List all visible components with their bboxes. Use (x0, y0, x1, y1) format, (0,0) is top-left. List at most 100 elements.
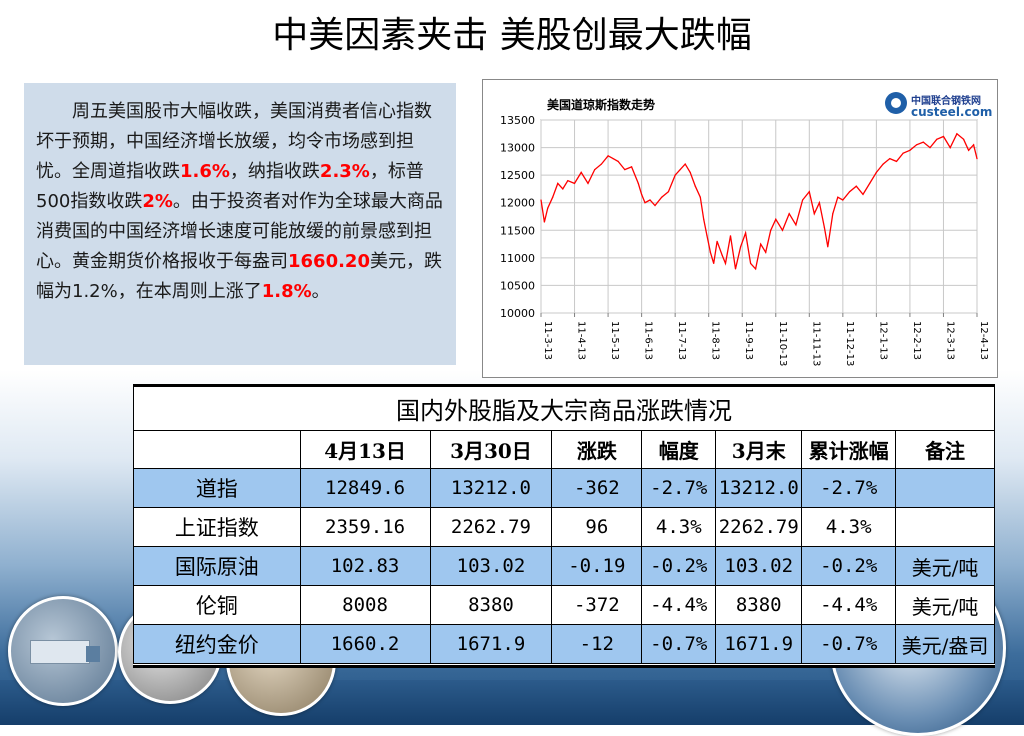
data-point (547, 207, 549, 209)
data-point (721, 254, 723, 256)
table-header-row: 4月13日 3月30日 涨跌 幅度 3月末 累计涨幅 备注 (133, 430, 995, 469)
data-point (706, 235, 708, 237)
table-cell: -372 (551, 585, 643, 625)
sp500-weekly-change: 2% (142, 191, 173, 212)
x-tick-label: 12-4-13 (978, 321, 989, 360)
data-point (679, 169, 681, 171)
x-tick-label: 11-12-13 (844, 321, 855, 366)
data-point (837, 196, 839, 198)
data-point (744, 232, 747, 234)
dow-weekly-change: 1.6% (180, 161, 230, 182)
table-cell: 2359.16 (299, 507, 431, 547)
table-header-cell: 3月末 (715, 430, 803, 469)
x-tick-label: 11-11-13 (810, 321, 821, 366)
table-cell: 1660.2 (299, 624, 431, 664)
table-row: 伦铜 8008 8380 -372 -4.4% 8380 -4.4% 美元/吨 (133, 585, 995, 625)
data-point (703, 218, 705, 220)
table-cell (895, 507, 995, 547)
data-point (973, 144, 975, 146)
data-point (641, 193, 643, 196)
data-point (624, 169, 626, 171)
chart-plot: 13500 13000 12500 12000 11500 11000 10500 10000… (500, 114, 989, 366)
table-cell: -362 (551, 468, 643, 508)
table-caption: 国内外股脂及大宗商品涨跌情况 (133, 387, 995, 431)
data-point (976, 158, 978, 160)
data-point (922, 141, 924, 143)
data-point (617, 160, 619, 162)
data-point (842, 199, 844, 201)
data-point (895, 160, 898, 162)
data-point (716, 240, 718, 242)
x-tick-label: 11-10-13 (777, 321, 788, 366)
data-point (567, 180, 569, 182)
table-cell: 美元/吨 (895, 585, 995, 625)
data-point (832, 213, 834, 215)
data-point (855, 185, 857, 187)
table-cell: 2262.79 (429, 507, 553, 547)
data-point (562, 188, 564, 190)
data-point (724, 262, 727, 264)
data-point (684, 163, 686, 165)
x-tick-label: 12-3-13 (944, 321, 955, 360)
data-point (936, 138, 938, 140)
data-point (902, 152, 904, 154)
table-row: 纽约金价 1660.2 1671.9 -12 -0.7% 1671.9 -0.7% 美元/盎司 (133, 624, 995, 664)
table-cell: -0.7% (641, 624, 717, 664)
table-row-label: 伦铜 (133, 585, 301, 625)
data-point (929, 146, 931, 149)
data-point (750, 262, 752, 264)
data-point (654, 204, 656, 207)
data-point (667, 191, 670, 193)
table-cell: -0.2% (641, 546, 717, 586)
table-header-cell: 3月30日 (429, 430, 553, 469)
nasdaq-weekly-change: 2.3% (319, 161, 370, 182)
table-row-label: 上证指数 (133, 507, 301, 547)
y-tick-label: 11000 (500, 252, 535, 265)
data-point (580, 171, 582, 173)
table-cell: -0.7% (801, 624, 897, 664)
data-point (587, 182, 589, 185)
y-tick-label: 11500 (500, 224, 535, 237)
custeel-logo-icon (885, 92, 907, 114)
table-row: 道指 12849.6 13212.0 -362 -2.7% 13212.0 -2.7% (133, 468, 995, 508)
summary-text-1: 周五美国股市大幅收跌，美国消费者信心指数坏于预期，中国经济增长放缓，均令市场感到… (36, 101, 432, 182)
summary-panel: 周五美国股市大幅收跌，美国消费者信心指数坏于预期，中国经济增长放缓，均令市场感到… (24, 83, 456, 365)
table-row-label: 道指 (133, 468, 301, 508)
x-tick-label: 11-4-13 (576, 321, 587, 360)
data-point (889, 158, 891, 160)
table-cell: 13212.0 (715, 468, 803, 508)
data-point (734, 268, 737, 270)
data-point (802, 199, 804, 201)
table-cell: 103.02 (715, 546, 803, 586)
table-cell: -0.19 (551, 546, 643, 586)
data-point (949, 146, 951, 149)
data-point (573, 182, 576, 185)
gold-price: 1660.20 (288, 251, 370, 272)
data-point (552, 196, 554, 198)
table-header-cell: 幅度 (641, 430, 717, 469)
y-tick-label: 12500 (500, 169, 535, 182)
table-cell: 13212.0 (429, 468, 553, 508)
data-point (600, 163, 602, 165)
table-cell: 4.3% (801, 507, 897, 547)
table-header-cell: 备注 (895, 430, 995, 469)
table-cell: 103.02 (429, 546, 553, 586)
table-row-label: 国际原油 (133, 546, 301, 586)
data-point (827, 246, 829, 248)
table-header-cell: 4月13日 (299, 430, 431, 469)
y-tick-label: 13000 (500, 142, 535, 155)
table-cell: 96 (551, 507, 643, 547)
data-point (962, 138, 965, 140)
data-point (942, 135, 945, 138)
table-cell: 1671.9 (715, 624, 803, 664)
data-point (909, 149, 911, 151)
market-data-table: 国内外股脂及大宗商品涨跌情况 4月13日 3月30日 涨跌 幅度 3月末 累计涨幅 备注 道指… (133, 387, 995, 664)
data-point (649, 199, 651, 201)
table-cell: 8380 (429, 585, 553, 625)
table-cell: 8380 (715, 585, 803, 625)
table-cell: -2.7% (641, 468, 717, 508)
x-tick-label: 11-9-13 (743, 321, 754, 360)
page-title: 中美因素夹击 美股创最大跌幅 (272, 15, 752, 56)
table-cell: -4.4% (801, 585, 897, 625)
custeel-logo: 中国联合钢铁网 custeel.com (885, 90, 993, 120)
